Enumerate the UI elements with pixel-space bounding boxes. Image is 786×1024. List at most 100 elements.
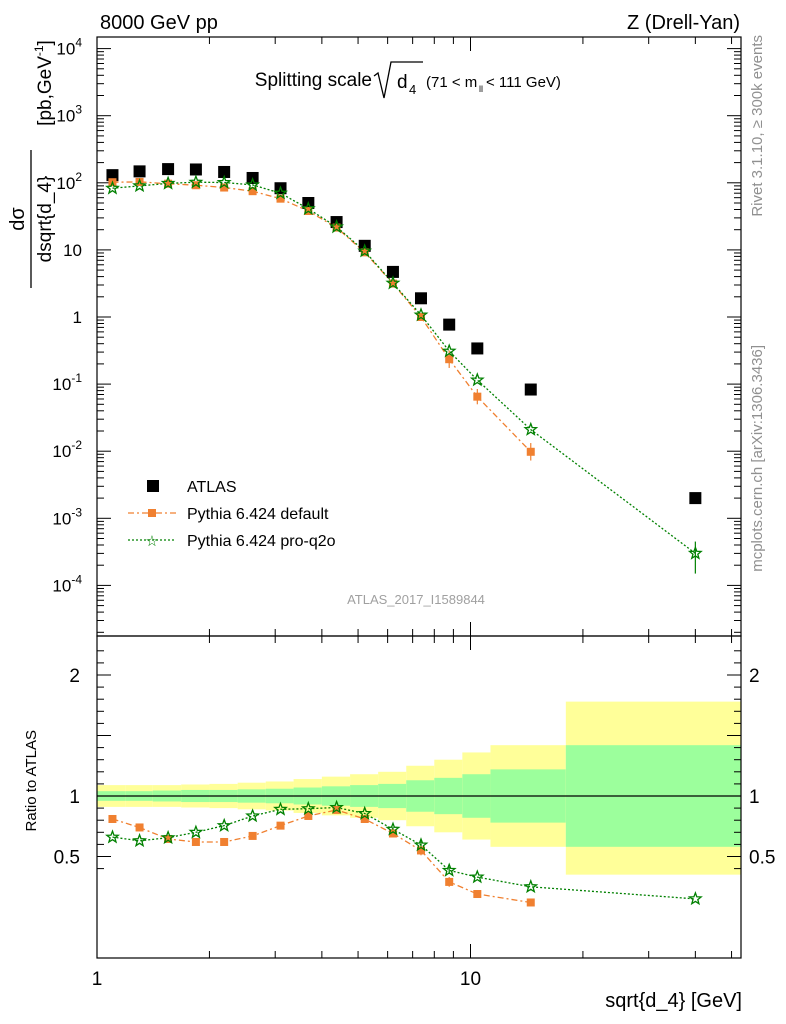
proq2o-point [132, 178, 148, 193]
ratio-default-point [164, 834, 173, 843]
proq2o-point [441, 343, 457, 358]
legend-marker-default [148, 509, 156, 517]
y-axis-label: dσ dsqrt{d_4} [pb,GeV-1] [7, 40, 56, 288]
atlas-point [218, 165, 231, 178]
legend-marker-atlas [147, 480, 159, 492]
title-range-sub: ll [479, 84, 483, 94]
ratio-default-point [220, 837, 229, 846]
y-tick-label: 10 [63, 241, 82, 260]
ratio-tick-label-right: 0.5 [749, 848, 775, 869]
atlas-point [189, 163, 202, 176]
ratio-y-axis-label: Ratio to ATLAS [23, 730, 40, 831]
y-tick-label: 10-2 [52, 438, 82, 461]
proq2o-point [687, 545, 703, 560]
ratio-default-point [360, 814, 369, 823]
atlas-point [689, 492, 702, 505]
ratio-proq2o-point [469, 869, 485, 884]
x-tick-label: 10 [460, 969, 481, 990]
atlas-point [471, 342, 484, 355]
x-axis-label: sqrt{d_4} [GeV] [605, 990, 742, 1012]
y-tick-exp: 3 [75, 103, 82, 117]
default-point [248, 187, 257, 196]
ratio-default-point [276, 821, 285, 830]
y-tick-label: 10-1 [52, 371, 82, 394]
proq2o-point [329, 219, 345, 234]
ratio-default-point [445, 877, 454, 886]
y-tick-base: 10 [52, 375, 71, 394]
legend-label-proq2o: Pythia 6.424 pro-q2o [187, 533, 336, 550]
legend-marker-proq2o: ☆ [145, 533, 158, 550]
ratio-tick-label-right: 1 [749, 787, 760, 808]
proq2o-point [245, 177, 261, 192]
y-tick-exp: -1 [71, 371, 82, 385]
ratio-panel: 1 10 2 2 1 1 0.5 0.5 [54, 635, 775, 990]
y-tick-label: 102 [56, 170, 82, 193]
ratio-proq2o-point [273, 801, 288, 816]
mcplots-label: mcplots.cern.ch [arXiv:1306.3436] [749, 345, 766, 572]
default-point [332, 223, 341, 232]
ratio-proq2o-point [300, 800, 316, 816]
default-point [445, 355, 454, 364]
ratio-default-point [135, 823, 144, 832]
proq2o-point [273, 185, 288, 200]
default-point [526, 447, 535, 456]
ratio-default-point [108, 814, 117, 823]
y-unit-end: ] [35, 40, 56, 45]
proq2o-point [216, 174, 232, 189]
default-point [473, 392, 482, 401]
ratio-default-point [304, 811, 313, 820]
ratio-default-point [191, 837, 200, 846]
rivet-label: Rivet 3.1.10, ≥ 300k events [749, 35, 766, 217]
ratio-proq2o-point [329, 799, 345, 814]
y-tick-base: 10 [56, 107, 75, 126]
y-tick-base: 10 [56, 40, 75, 59]
y-tick-label: 10-3 [52, 505, 82, 528]
y-tick-exp: -3 [71, 505, 82, 519]
title-symbol: d [397, 72, 408, 93]
proq2o-point [469, 372, 485, 387]
proq2o-point [385, 275, 401, 290]
ratio-tick-label-left: 1 [69, 787, 80, 808]
proq2o-point [188, 174, 204, 189]
ratio-proq2o-point [523, 878, 539, 894]
y-axis-label-numerator: dσ [7, 207, 29, 231]
y-tick-exp: -4 [71, 572, 82, 586]
ratio-proq2o-point [413, 837, 429, 852]
y-tick-base: 10 [52, 442, 71, 461]
y-tick-exp: 4 [75, 36, 82, 50]
default-point [360, 248, 369, 257]
ratio-proq2o-point [687, 891, 703, 906]
ratio-default-point [388, 829, 397, 838]
y-tick-label: 104 [56, 36, 82, 59]
ratio-proq2o-point [216, 817, 232, 833]
ratio-proq2o-point [385, 821, 401, 836]
atlas-point [414, 292, 427, 305]
title-range: (71 < m [426, 74, 477, 91]
title-main: Splitting scale [255, 70, 372, 91]
x-tick-label: 1 [92, 969, 103, 990]
ratio-proq2o-point [188, 824, 204, 839]
proq2o-point [413, 307, 429, 322]
y-tick-base: 10 [56, 174, 75, 193]
series-line-proq2o [112, 181, 696, 554]
proq2o-point [105, 180, 120, 195]
ratio-tick-label-right: 2 [749, 666, 760, 687]
default-point [164, 179, 173, 188]
title-symbol-sub: 4 [409, 82, 416, 97]
legend-label-atlas: ATLAS [187, 479, 237, 496]
ratio-default-point [473, 890, 482, 899]
default-point [220, 183, 229, 192]
ratio-tick-label-left: 2 [69, 666, 80, 687]
ratio-proq2o-point [160, 829, 176, 845]
proq2o-point [523, 421, 539, 436]
ratio-default-point [416, 846, 425, 855]
title-range-end: < 111 GeV) [486, 74, 561, 91]
default-point [276, 194, 285, 203]
ratio-series [105, 799, 703, 907]
atlas-point [133, 165, 146, 178]
atlas-point [162, 163, 175, 176]
proq2o-point [300, 200, 316, 216]
ratio-default-point [526, 898, 535, 907]
y-unit-main: [pb,GeV [35, 56, 56, 126]
